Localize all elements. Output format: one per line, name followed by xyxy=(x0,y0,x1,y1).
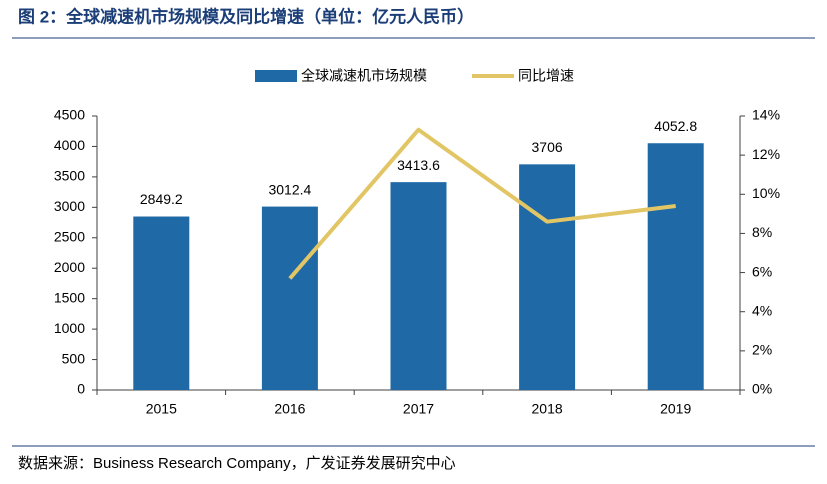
bar xyxy=(519,164,576,390)
value-label: 3012.4 xyxy=(268,181,311,197)
y-tick-label: 4000 xyxy=(54,137,85,153)
value-label: 2849.2 xyxy=(140,191,183,207)
y-tick-label: 1500 xyxy=(54,289,85,305)
y2-tick-label: 4% xyxy=(752,302,772,318)
y-tick-label: 2000 xyxy=(54,259,85,275)
y-tick-label: 4500 xyxy=(54,107,85,123)
x-tick-label: 2016 xyxy=(274,401,305,417)
y2-tick-label: 8% xyxy=(752,224,772,240)
legend-label: 同比增速 xyxy=(518,68,574,84)
bar xyxy=(261,206,318,390)
legend-label: 全球减速机市场规模 xyxy=(301,68,427,84)
bar xyxy=(390,182,447,390)
y2-tick-label: 12% xyxy=(752,146,780,162)
value-label: 3413.6 xyxy=(397,157,440,173)
y-tick-label: 500 xyxy=(62,350,86,366)
x-tick-label: 2018 xyxy=(532,401,563,417)
line xyxy=(288,127,676,280)
y-tick-label: 2500 xyxy=(54,228,85,244)
x-tick-label: 2015 xyxy=(146,401,177,417)
y2-tick-label: 2% xyxy=(752,342,772,358)
value-label: 3706 xyxy=(532,139,563,155)
y2-tick-label: 6% xyxy=(752,263,772,279)
y-tick-label: 3000 xyxy=(54,198,85,214)
legend-swatch xyxy=(255,70,297,82)
y-tick-label: 1000 xyxy=(54,320,85,336)
bar xyxy=(647,143,704,390)
bar xyxy=(133,216,190,390)
value-label: 4052.8 xyxy=(654,118,697,134)
chart-title: 图 2：全球减速机市场规模及同比增速（单位：亿元人民币） xyxy=(18,6,474,26)
y2-tick-label: 10% xyxy=(752,185,780,201)
y-tick-label: 3500 xyxy=(54,168,85,184)
y2-tick-label: 14% xyxy=(752,107,780,123)
source: 数据来源：Business Research Company，广发证券发展研究中… xyxy=(18,455,456,472)
x-tick-label: 2017 xyxy=(403,401,434,417)
y-tick-label: 0 xyxy=(77,381,85,397)
x-tick-label: 2019 xyxy=(660,401,691,417)
y2-tick-label: 0% xyxy=(752,381,772,397)
